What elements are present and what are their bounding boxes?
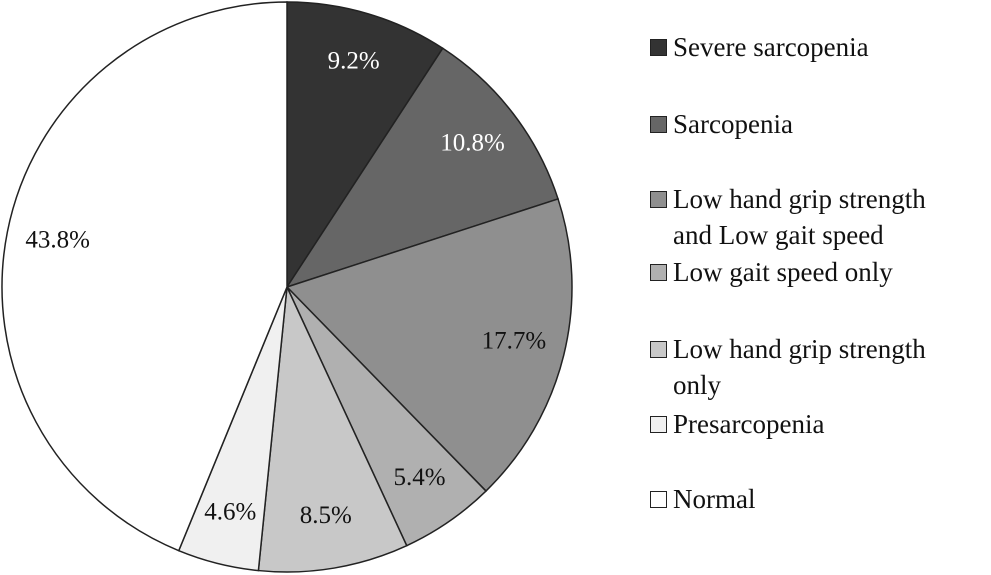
pie-slice bbox=[286, 1, 444, 290]
legend-item: Presarcopenia bbox=[650, 406, 963, 442]
legend-item: Normal bbox=[650, 481, 963, 517]
legend-swatch bbox=[650, 39, 667, 56]
legend-swatch bbox=[650, 191, 667, 208]
legend-label: Low gait speed only bbox=[673, 257, 893, 287]
slice-label: 4.6% bbox=[204, 498, 256, 525]
legend-label: Sarcopenia bbox=[673, 109, 793, 139]
legend-item: Low hand grip strength and Low gait spee… bbox=[650, 181, 963, 253]
legend-label: Low hand grip strength only bbox=[673, 334, 926, 400]
pie-chart: 9.2% 10.8% 17.7% 5.4% 8.5% 4.6% 43.8% bbox=[1, 1, 573, 573]
slice-label: 9.2% bbox=[328, 48, 380, 75]
legend-label: Low hand grip strength and Low gait spee… bbox=[673, 184, 926, 250]
legend-swatch bbox=[650, 491, 667, 508]
legend-item: Low gait speed only bbox=[650, 254, 963, 290]
slice-label: 17.7% bbox=[482, 328, 547, 355]
pie-slice bbox=[285, 47, 559, 289]
legend-swatch bbox=[650, 116, 667, 133]
slice-label: 8.5% bbox=[300, 502, 352, 529]
pie-slice bbox=[257, 284, 408, 573]
legend-swatch bbox=[650, 341, 667, 358]
legend-item: Severe sarcopenia bbox=[650, 29, 963, 65]
pie-slice bbox=[1, 1, 288, 552]
legend-item: Sarcopenia bbox=[650, 106, 963, 142]
legend-item: Low hand grip strength only bbox=[650, 331, 963, 403]
slice-label: 43.8% bbox=[25, 227, 90, 254]
pie-slice bbox=[285, 197, 573, 493]
legend-label: Presarcopenia bbox=[673, 409, 825, 439]
slice-label: 5.4% bbox=[394, 464, 446, 491]
legend-swatch bbox=[650, 416, 667, 433]
legend-swatch bbox=[650, 264, 667, 281]
legend-label: Severe sarcopenia bbox=[673, 32, 869, 62]
slice-label: 10.8% bbox=[440, 130, 505, 157]
legend-label: Normal bbox=[673, 484, 756, 514]
